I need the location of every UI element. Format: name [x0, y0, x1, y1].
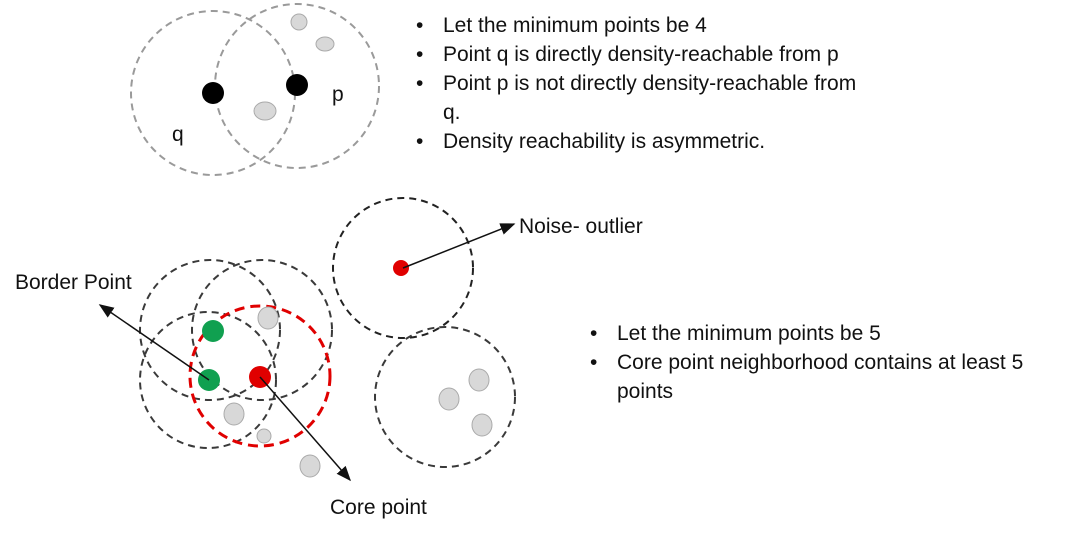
- label-q: q: [172, 123, 184, 146]
- data-point: [438, 387, 460, 411]
- noise-point: [393, 260, 409, 276]
- neighbor-point: [290, 13, 308, 31]
- bullet-item: Density reachability is asymmetric.: [416, 127, 916, 156]
- bullet-item: Point p is not directly density-reachabl…: [416, 69, 873, 127]
- bullet-item: Core point neighborhood contains at leas…: [590, 348, 1067, 406]
- core-neighborhood-circle: [188, 304, 332, 448]
- bullet-item: Let the minimum points be 5: [590, 319, 1070, 348]
- label-core-point: Core point: [330, 496, 427, 519]
- bullet-item: Let the minimum points be 4: [416, 11, 916, 40]
- separate-cluster-circle: [374, 326, 516, 468]
- border-point: [202, 320, 224, 342]
- bottom-bullet-list: Let the minimum points be 5 Core point n…: [590, 319, 1070, 406]
- top-bullet-list: Let the minimum points be 4 Point q is d…: [416, 11, 916, 156]
- noise-neighborhood-circle: [332, 197, 474, 339]
- label-border-point: Border Point: [15, 271, 132, 294]
- data-point: [471, 413, 493, 437]
- point-q: [202, 82, 224, 104]
- neighbor-point: [253, 101, 277, 121]
- border-neighborhood-circle-2: [191, 259, 333, 401]
- label-noise-outlier: Noise- outlier: [519, 215, 643, 238]
- data-point: [256, 428, 272, 444]
- label-p: p: [332, 83, 344, 106]
- data-point: [468, 368, 490, 392]
- point-p: [286, 74, 308, 96]
- border-arrow: [98, 304, 210, 381]
- noise-arrow: [402, 223, 516, 269]
- border-neighborhood-circle-1: [139, 259, 281, 401]
- neighbor-point: [315, 36, 335, 52]
- data-point: [257, 306, 279, 330]
- core-arrow: [259, 376, 351, 482]
- border-neighborhood-circle-3: [139, 311, 277, 449]
- data-point: [299, 454, 321, 478]
- bullet-item: Point q is directly density-reachable fr…: [416, 40, 916, 69]
- data-point: [223, 402, 245, 426]
